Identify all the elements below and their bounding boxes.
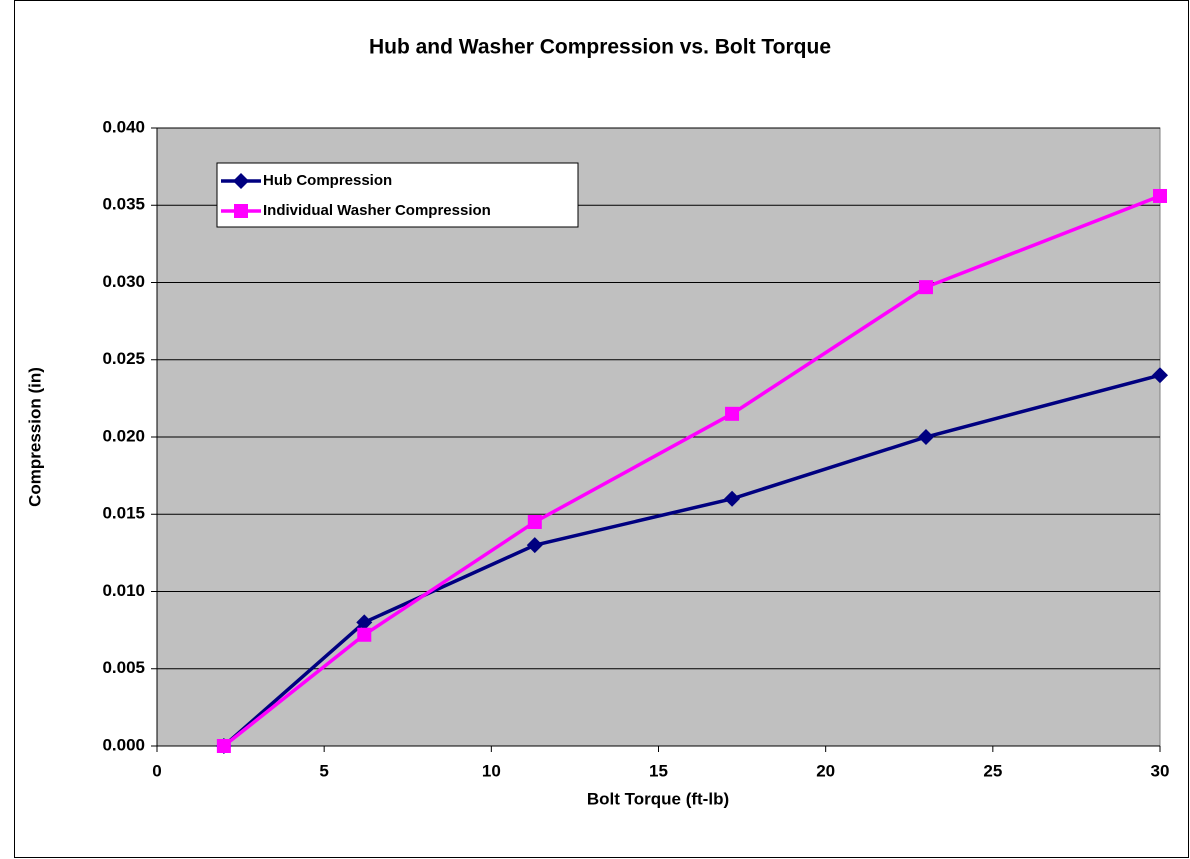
data-point [724,490,741,507]
data-point [917,429,934,445]
y-tick-label: 0.040 [102,117,145,136]
data-point [356,614,373,631]
x-tick-label: 30 [1151,761,1170,780]
series-line [222,194,1161,748]
chart-title: Hub and Washer Compression vs. Bolt Torq… [369,36,831,59]
x-tick-label: 25 [983,761,1002,780]
y-tick-label: 0.005 [102,658,145,677]
y-tick-label: 0.035 [102,195,145,214]
legend-label: Individual Washer Compression [263,202,491,219]
x-tick-label: 20 [816,761,835,780]
data-point [526,537,543,554]
data-point [918,280,933,295]
x-tick-label: 15 [649,761,668,780]
data-point [1153,188,1167,203]
data-point [527,514,542,529]
series-line [222,373,1161,748]
legend-box [216,162,579,228]
legend-label: Hub Compression [263,172,392,189]
y-tick-label: 0.015 [102,504,145,523]
y-tick-label: 0.000 [102,735,145,754]
x-tick-label: 5 [319,761,328,780]
x-axis-label: Bolt Torque (ft-lb) [587,789,729,808]
data-point [216,739,231,753]
y-tick-label: 0.025 [102,349,145,368]
data-point [1152,367,1168,384]
x-tick-label: 0 [152,761,161,780]
y-tick-label: 0.010 [102,581,145,600]
legend-marker [233,173,249,189]
y-tick-label: 0.030 [102,272,145,291]
y-tick-label: 0.020 [102,426,145,445]
x-tick-label: 10 [482,761,501,780]
legend-marker [234,204,248,218]
data-point [725,406,740,421]
y-axis-label: Compression (in) [25,367,44,507]
data-point [357,627,372,642]
